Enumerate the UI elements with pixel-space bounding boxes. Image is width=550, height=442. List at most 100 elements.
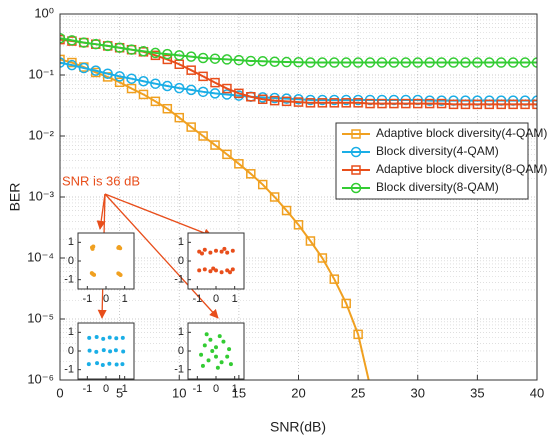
marker: [305, 57, 316, 68]
marker: [126, 44, 137, 55]
marker: [257, 179, 268, 190]
marker: [60, 57, 66, 68]
marker: [150, 78, 161, 89]
marker: [185, 84, 197, 96]
marker: [150, 47, 161, 59]
marker: [329, 98, 340, 108]
marker: [329, 274, 340, 284]
scatter-point: [116, 245, 121, 250]
marker: [507, 57, 519, 68]
scatter-point: [211, 266, 216, 271]
marker: [460, 57, 471, 68]
scatter-point: [225, 354, 230, 359]
arrow: [96, 193, 106, 230]
scatter-point: [101, 336, 106, 341]
inset-frame: [187, 232, 245, 290]
scatter-point: [208, 250, 213, 255]
inset-frame: [77, 322, 135, 380]
marker: [186, 122, 196, 132]
marker: [389, 98, 399, 109]
scatter-point: [217, 334, 222, 339]
scatter-point: [219, 249, 224, 254]
marker: [305, 98, 316, 108]
marker: [388, 57, 400, 68]
scatter-point: [228, 362, 233, 367]
scatter-point: [204, 332, 209, 337]
scatter-point: [200, 363, 205, 368]
scatter-point: [107, 361, 112, 366]
marker: [186, 65, 196, 75]
scatter-point: [206, 358, 211, 363]
scatter-point: [108, 349, 113, 354]
scatter-point: [100, 363, 105, 367]
marker: [114, 71, 125, 82]
marker: [317, 57, 328, 68]
y-tick-label: 10⁰: [34, 5, 54, 20]
arrow: [104, 193, 213, 238]
y-tick-label: 1: [178, 236, 184, 248]
scatter-point: [208, 269, 213, 274]
scatter-point: [120, 335, 125, 340]
scatter-point: [101, 348, 106, 353]
marker: [209, 53, 221, 64]
x-tick-label: -1: [82, 293, 92, 305]
scatter-point: [215, 365, 220, 370]
scatter-point: [200, 251, 204, 256]
scatter-point: [113, 348, 118, 353]
marker: [448, 99, 459, 110]
marker: [436, 57, 447, 68]
marker: [366, 382, 374, 390]
marker: [126, 83, 137, 94]
scatter-point: [90, 246, 95, 251]
marker: [472, 99, 483, 110]
scatter-point: [118, 273, 123, 277]
y-tick-label: 10⁻⁴: [27, 249, 54, 264]
marker: [198, 131, 208, 141]
marker: [424, 57, 435, 68]
y-tick-label: 0: [68, 345, 74, 357]
legend-box: [335, 122, 529, 200]
marker: [162, 80, 173, 92]
x-tick-label: 0: [213, 293, 219, 305]
scatter-point: [208, 337, 213, 342]
x-tick-label: 5: [116, 385, 123, 400]
annotation: SNR is 36 dB: [62, 173, 140, 188]
marker: [138, 75, 149, 87]
x-tick-label: 15: [232, 385, 246, 400]
y-tick-label: 10⁻¹: [28, 66, 54, 81]
marker: [317, 98, 328, 108]
scatter-point: [107, 335, 112, 340]
marker: [126, 73, 137, 84]
marker: [174, 50, 185, 61]
scatter-point: [202, 267, 207, 272]
marker: [508, 99, 518, 110]
marker: [520, 99, 530, 110]
marker: [185, 51, 197, 62]
scatter-point: [86, 362, 91, 367]
legend-label: Adaptive block diversity(8-QAM): [376, 162, 547, 176]
marker: [269, 192, 280, 202]
marker: [114, 42, 125, 53]
marker: [281, 56, 292, 68]
marker: [436, 98, 447, 109]
marker: [221, 54, 233, 65]
marker: [531, 57, 537, 68]
y-tick-label: 0: [68, 255, 74, 267]
legend-label: Block diversity(4-QAM): [376, 144, 499, 158]
marker: [329, 57, 340, 68]
y-tick-label: 0: [178, 255, 184, 267]
marker: [351, 165, 361, 175]
x-tick-label: 1: [232, 383, 238, 395]
marker: [365, 98, 375, 109]
marker: [234, 88, 244, 99]
marker: [412, 57, 423, 68]
annotation-arrows: [96, 193, 219, 319]
x-tick-label: -1: [192, 293, 202, 305]
marker: [78, 37, 90, 48]
scatter-point: [121, 349, 126, 354]
scatter-point: [230, 267, 235, 272]
y-tick-label: 10⁻²: [28, 127, 54, 142]
scatter-point: [219, 270, 224, 275]
y-tick-label: -1: [174, 364, 184, 376]
scatter-point: [221, 339, 226, 344]
